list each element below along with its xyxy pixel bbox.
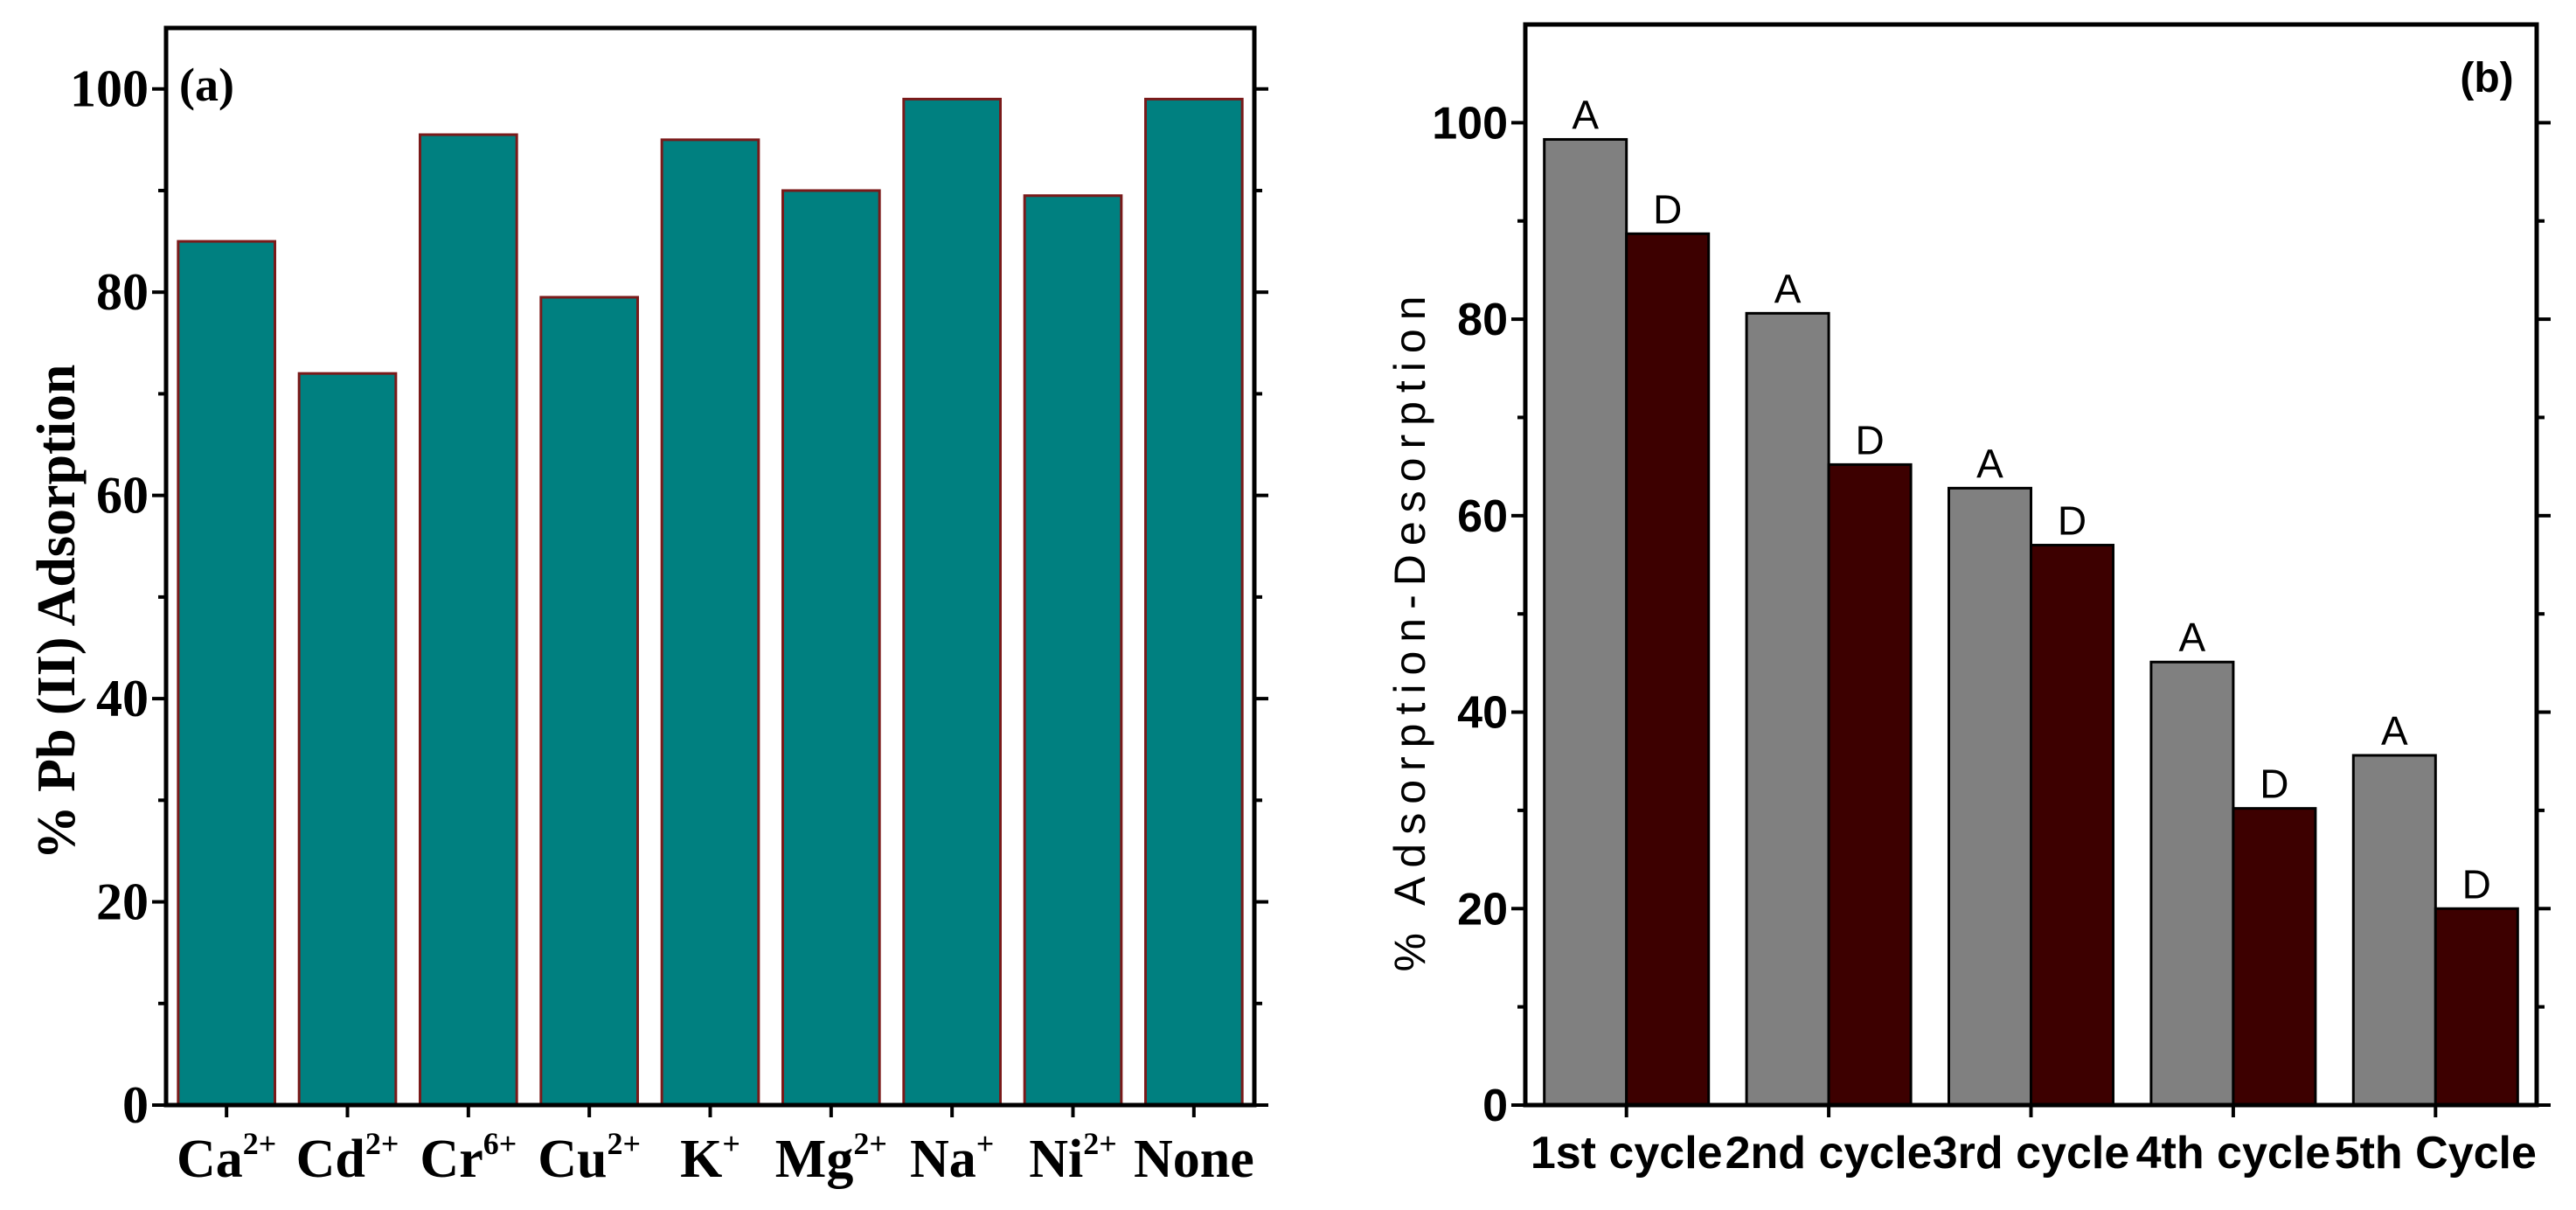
bar-label-a: A: [2179, 615, 2206, 660]
bar-adsorption-1: [1543, 137, 1628, 1107]
x-tick-label: 2nd cycle: [1725, 1128, 1933, 1179]
y-tick-label: 20: [96, 873, 149, 931]
y-tick-label: 0: [1482, 1081, 1508, 1131]
bar-k: [660, 138, 760, 1107]
bar-mg: [781, 189, 881, 1107]
panel-b: A D A D A D A D A D 0 20 40 60 80 100 (b) % Adsorption…: [1385, 22, 2551, 1179]
bar-label-a: A: [1976, 441, 2003, 486]
bar-label-d: D: [1653, 186, 1682, 232]
bar-label-a: A: [2381, 708, 2408, 754]
bar-desorption-5: [2434, 907, 2519, 1107]
y-tick-label: 40: [96, 670, 149, 727]
y-tick-label: 100: [1432, 98, 1508, 149]
bar-label-d: D: [2462, 861, 2491, 907]
panel-b-bars: A D A D A D A D A D: [1543, 92, 2519, 1107]
bar-ni: [1023, 194, 1123, 1107]
bar-cd: [297, 372, 398, 1107]
panel-a-xlabels: Ca2+ Cd2+ Cr6+ Cu2+ K+ Mg2+ Na+ Ni2+ None: [177, 1126, 1254, 1189]
panel-a-ticks: 0 20 40 60 80 100: [70, 60, 1268, 1134]
bar-adsorption-5: [2351, 754, 2437, 1107]
x-tick-label: Ni2+: [1029, 1126, 1117, 1189]
y-tick-label: 100: [70, 60, 149, 118]
x-tick-label: 4th cycle: [2136, 1128, 2331, 1179]
y-tick-label: 80: [96, 263, 149, 321]
bar-adsorption-4: [2149, 660, 2235, 1107]
panel-a: 0 20 40 60 80 100 (a) % Pb (II) Adsorption Ca…: [27, 25, 1268, 1189]
panel-b-ticks: 0 20 40 60 80 100: [1432, 98, 2551, 1131]
y-tick-label: 40: [1457, 688, 1508, 739]
bar-label-d: D: [2260, 761, 2288, 807]
bar-label-a: A: [1774, 266, 1802, 311]
bar-adsorption-3: [1948, 486, 2032, 1107]
y-tick-label: 0: [122, 1076, 149, 1134]
bar-cr: [419, 133, 518, 1107]
x-tick-label: Mg2+: [775, 1126, 887, 1189]
y-tick-label: 80: [1457, 295, 1508, 345]
x-tick-label: 1st cycle: [1531, 1128, 1723, 1179]
y-tick-label: 60: [96, 467, 149, 525]
bar-desorption-2: [1827, 462, 1913, 1107]
bar-na: [902, 97, 1003, 1107]
panel-a-ylabel: % Pb (II) Adsorption: [27, 365, 87, 860]
bar-label-d: D: [1855, 417, 1884, 462]
bar-label-d: D: [2058, 498, 2086, 544]
x-tick-label: Cd2+: [296, 1126, 399, 1189]
bar-desorption-4: [2232, 807, 2317, 1107]
bar-none: [1144, 97, 1244, 1107]
bar-ca: [177, 240, 276, 1107]
bar-adsorption-2: [1745, 311, 1830, 1107]
x-tick-label: Cr6+: [420, 1126, 517, 1189]
x-tick-label: Ca2+: [177, 1126, 276, 1189]
panel-a-label: (a): [179, 59, 234, 111]
x-tick-label: 3rd cycle: [1933, 1128, 2130, 1179]
panel-b-label: (b): [2460, 55, 2513, 101]
x-tick-label: Na+: [910, 1126, 994, 1189]
bar-desorption-1: [1625, 232, 1711, 1107]
panel-b-ylabel: % Adsorption-Desorption: [1385, 287, 1434, 971]
x-tick-label: K+: [680, 1126, 740, 1189]
y-tick-label: 20: [1457, 884, 1508, 935]
x-tick-label: Cu2+: [538, 1126, 641, 1189]
x-tick-label: None: [1134, 1130, 1254, 1189]
bar-desorption-3: [2030, 544, 2114, 1107]
bar-cu: [539, 296, 639, 1107]
panel-a-bars: [177, 97, 1244, 1107]
x-tick-label: 5th Cycle: [2335, 1128, 2537, 1179]
y-tick-label: 60: [1457, 491, 1508, 542]
panel-b-xlabels: 1st cycle 2nd cycle 3rd cycle 4th cycle 5th …: [1531, 1128, 2537, 1179]
bar-label-a: A: [1572, 92, 1599, 137]
